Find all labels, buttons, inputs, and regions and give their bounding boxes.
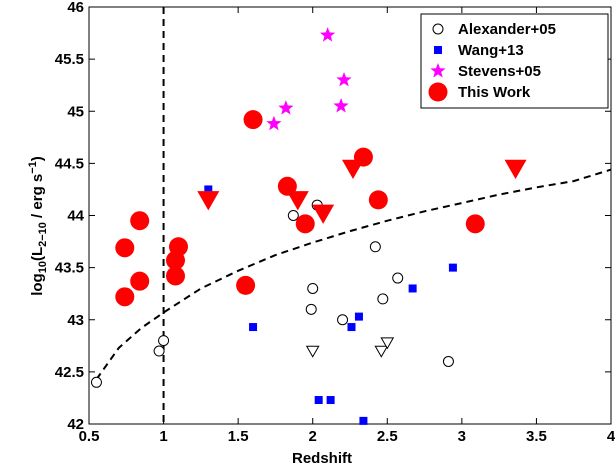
y-axis-title-unit: / erg s bbox=[29, 174, 46, 222]
y-tick-label: 44.5 bbox=[55, 155, 84, 172]
legend-label: Stevens+05 bbox=[458, 63, 541, 80]
legend-label: This Work bbox=[458, 84, 531, 101]
y-tick-label: 42.5 bbox=[55, 364, 84, 381]
wang13-point bbox=[347, 323, 356, 332]
legend: Alexander+05 Wang+13 Stevens+05 This Work bbox=[420, 13, 609, 109]
stevens05-point bbox=[266, 115, 282, 131]
y-tick-label: 42 bbox=[67, 416, 84, 433]
legend-box bbox=[420, 13, 609, 109]
wang13-point bbox=[448, 263, 457, 272]
this-work-point bbox=[465, 214, 485, 234]
upper-limit-red-triangle bbox=[341, 159, 364, 180]
stevens05-point bbox=[320, 27, 336, 42]
y-tick-label: 44 bbox=[67, 208, 84, 225]
upper-limit-open-triangle bbox=[380, 337, 395, 350]
upper-limit-red-triangle bbox=[312, 204, 335, 224]
x-axis-title: Redshift bbox=[292, 450, 352, 467]
this-work-point bbox=[243, 110, 263, 130]
wang13-point bbox=[326, 396, 335, 405]
this-work-point bbox=[166, 266, 186, 286]
alexander05-point bbox=[158, 335, 170, 347]
this-work-point bbox=[295, 214, 315, 234]
this-work-point bbox=[130, 271, 150, 291]
alexander05-point bbox=[369, 241, 381, 253]
x-tick-label: 0.5 bbox=[79, 428, 100, 445]
legend-label: Wang+13 bbox=[458, 42, 524, 59]
data-marks bbox=[90, 27, 527, 425]
flux-limit-curve bbox=[95, 168, 612, 380]
y-axis-title-band-subscript: 2−10 bbox=[37, 222, 49, 247]
this-work-point bbox=[168, 237, 188, 257]
this-work-point bbox=[236, 275, 256, 295]
alexander05-point bbox=[287, 210, 299, 221]
y-axis-title-prefix: log bbox=[29, 273, 46, 296]
legend-marker bbox=[432, 23, 444, 35]
alexander05-point bbox=[305, 303, 317, 315]
alexander05-point bbox=[377, 293, 389, 305]
this-work-point bbox=[368, 190, 388, 210]
legend-marker bbox=[430, 63, 446, 78]
wang13-point bbox=[359, 416, 368, 425]
x-tick-label: 1.5 bbox=[228, 428, 249, 445]
x-tick-label: 2 bbox=[309, 428, 317, 445]
upper-limit-red-triangle bbox=[197, 191, 220, 211]
legend-marker bbox=[434, 46, 442, 54]
wang13-point bbox=[204, 185, 213, 194]
wang13-point bbox=[314, 396, 323, 405]
x-tick-label: 2.5 bbox=[377, 428, 398, 445]
wang13-point bbox=[408, 284, 417, 293]
this-work-point bbox=[277, 176, 297, 196]
alexander05-point bbox=[153, 345, 165, 357]
y-tick-label: 43 bbox=[67, 312, 84, 329]
upper-limit-red-triangle bbox=[286, 191, 309, 211]
stevens05-point bbox=[278, 100, 294, 115]
wang13-point bbox=[249, 323, 258, 332]
x-tick-label: 3 bbox=[458, 428, 466, 445]
upper-limit-open-triangle bbox=[305, 345, 320, 358]
legend-label: Alexander+05 bbox=[458, 21, 556, 38]
alexander05-point bbox=[90, 376, 102, 388]
y-axis-title-open: (L bbox=[29, 247, 46, 261]
x-tick-label: 4 bbox=[607, 428, 615, 445]
tick-labels: 0.5 1 1.5 2 2.5 3 3.5 4 42 42.5 43 43.5 44 44.5 45 45.5… bbox=[55, 0, 615, 445]
stevens05-point bbox=[336, 72, 352, 87]
y-tick-label: 45.5 bbox=[55, 51, 84, 68]
y-tick-label: 45 bbox=[67, 103, 84, 120]
y-tick-label: 46 bbox=[67, 0, 84, 16]
y-axis-title-exponent: −1 bbox=[27, 161, 39, 174]
alexander05-point bbox=[442, 355, 454, 367]
upper-limit-red-triangle bbox=[504, 159, 527, 180]
upper-limit-open-triangle bbox=[374, 345, 389, 358]
this-work-point bbox=[130, 211, 150, 231]
y-axis-title-close: ) bbox=[29, 156, 46, 161]
x-tick-label: 1 bbox=[159, 428, 167, 445]
x-tick-label: 3.5 bbox=[526, 428, 547, 445]
this-work-point bbox=[115, 287, 135, 307]
y-tick-label: 43.5 bbox=[55, 260, 84, 277]
this-work-point bbox=[115, 238, 135, 258]
y-axis-title-log-subscript: 10 bbox=[37, 261, 49, 273]
alexander05-point bbox=[392, 272, 404, 284]
stevens05-point bbox=[333, 98, 349, 113]
reference-lines bbox=[95, 7, 612, 424]
wang13-point bbox=[354, 312, 363, 321]
y-axis-title: log10(L2−10 / erg s−1) bbox=[27, 156, 49, 296]
legend-marker bbox=[428, 82, 448, 102]
alexander05-point bbox=[337, 314, 349, 326]
alexander05-point bbox=[307, 282, 319, 294]
